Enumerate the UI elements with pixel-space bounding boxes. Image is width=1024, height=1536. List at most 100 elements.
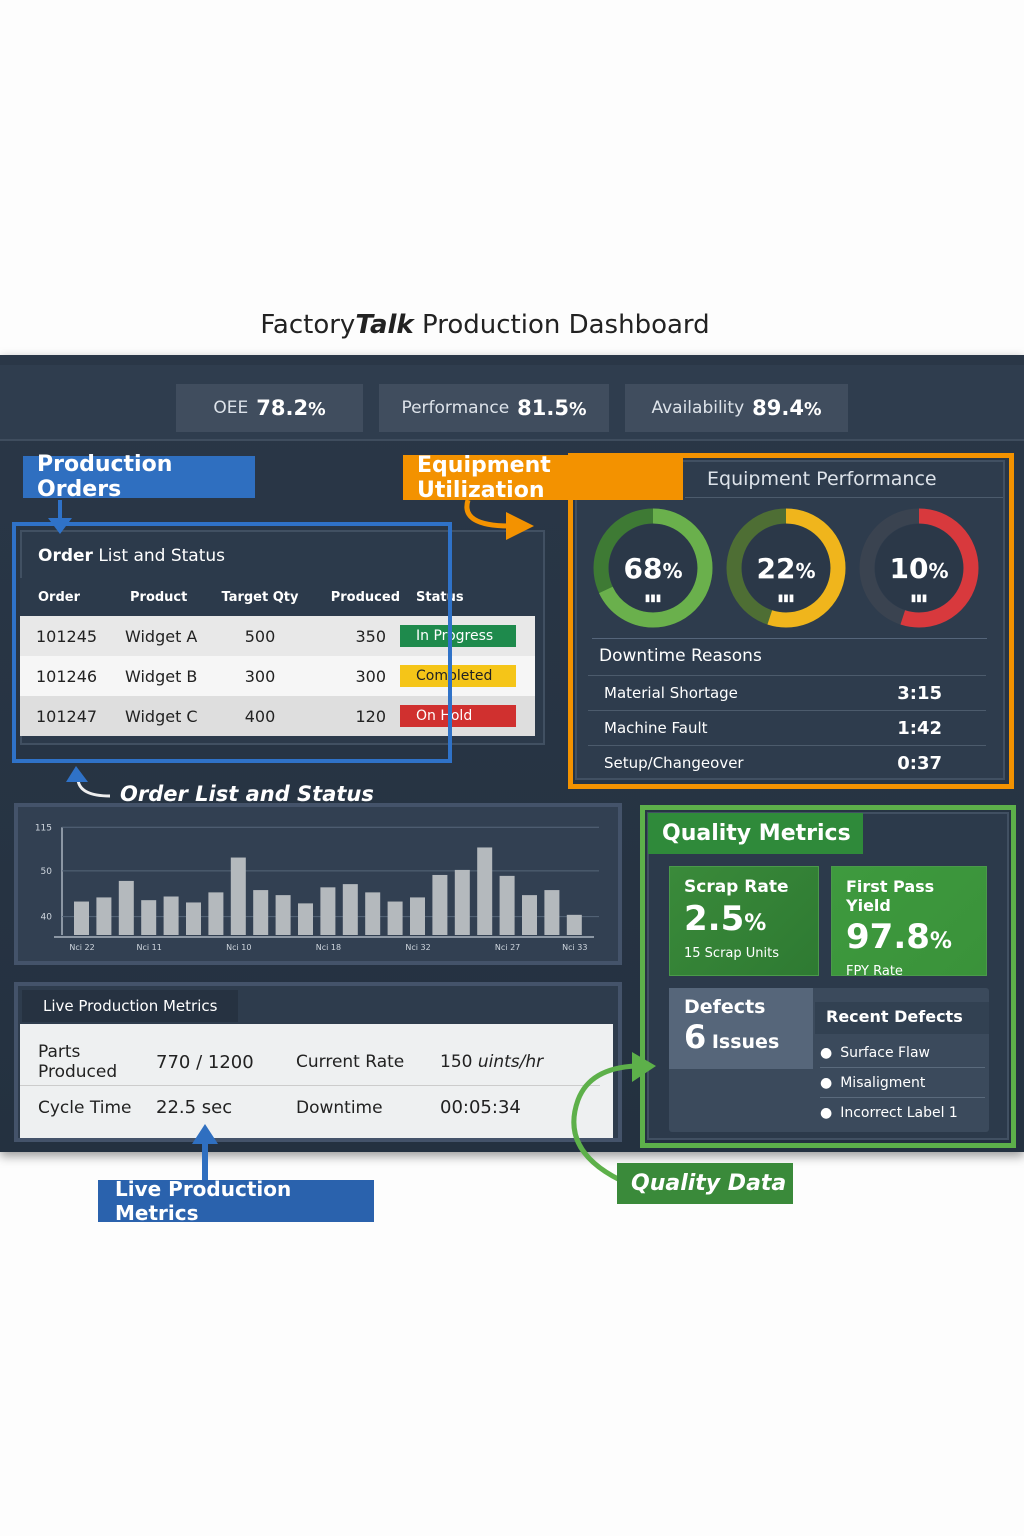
product: Widget B <box>125 666 198 686</box>
downtime-title: Downtime Reasons <box>599 646 762 666</box>
x-tick-label: Nci 10 <box>226 943 251 952</box>
bar <box>320 887 336 935</box>
metrics-row: Parts Produced 770 / 1200 Current Rate 150 … <box>20 1040 600 1085</box>
gauge-arc <box>726 508 846 628</box>
gauge-sub: ▮▮▮ <box>778 593 795 604</box>
gauges: 68%▮▮▮22%▮▮▮10%▮▮▮ <box>593 508 979 628</box>
bar <box>499 875 515 935</box>
col-order[interactable]: Order <box>38 589 80 605</box>
live-arrow <box>192 1124 218 1180</box>
bar <box>544 890 560 935</box>
orders-callout: Order List and Status <box>120 782 374 806</box>
chart-panel <box>14 803 622 965</box>
arrow-right-icon <box>632 1052 656 1082</box>
product: Widget C <box>125 706 198 726</box>
status-badge: On Hold <box>400 705 516 727</box>
recent-defects-list: ● Surface Flaw ● Misaligment ● Incorrect La… <box>820 1038 985 1128</box>
equipment-performance-title: Equipment Performance <box>707 468 937 490</box>
bar <box>74 901 89 935</box>
bar <box>163 896 179 935</box>
quality-highlight <box>640 805 1016 1148</box>
bar <box>275 895 291 935</box>
col-produced[interactable]: Produced <box>330 589 400 605</box>
produced: 350 <box>355 626 386 646</box>
bar <box>522 895 537 935</box>
bar <box>186 902 201 935</box>
bar <box>365 892 381 935</box>
bar <box>410 897 425 935</box>
target-qty: 300 <box>244 666 276 686</box>
produced: 300 <box>355 666 386 686</box>
col-product[interactable]: Product <box>130 589 188 605</box>
order-id: 101245 <box>36 626 98 646</box>
x-tick-label: Nci 18 <box>316 943 341 952</box>
bar <box>208 892 224 935</box>
metrics-row: Cycle Time 22.5 sec Downtime 00:05:34 <box>38 1097 521 1119</box>
bar <box>141 900 157 935</box>
x-tick-label: Nci 32 <box>405 943 430 952</box>
gauge-sub: ▮▮▮ <box>911 593 928 604</box>
bar <box>387 901 403 935</box>
production-orders-tag: Production Orders <box>23 452 255 502</box>
col-target[interactable]: Target Qty <box>221 589 299 605</box>
quality-metrics-tag: Quality Metrics <box>648 813 863 854</box>
downtime-list: Material Shortage 3:15 Machine Fault 1:42 … <box>588 675 986 780</box>
defects-count: Defects 6 Issues <box>669 988 813 1069</box>
recent-defects-title: Recent Defects <box>815 1002 989 1034</box>
x-tick-label: Nci 27 <box>495 943 520 952</box>
x-tick-label: Nci 33 <box>562 943 587 952</box>
kpi-availability: Availability 89.4% <box>625 384 848 432</box>
page-title: FactoryTalk Production Dashboard <box>260 310 710 340</box>
x-tick-label: Nci 22 <box>69 943 94 952</box>
arrow-up-icon <box>66 766 88 782</box>
kpi-performance: Performance 81.5% <box>379 384 609 432</box>
x-tick-label: Nci 11 <box>137 943 162 952</box>
product: Widget A <box>125 626 198 646</box>
bar <box>477 847 493 935</box>
bar <box>118 880 134 935</box>
kpi-oee: OEE 78.2% <box>176 384 363 432</box>
equipment-utilization-tag: Equipment Utilization <box>403 453 683 503</box>
downtime-row: Machine Fault 1:42 <box>588 710 986 745</box>
downtime-row: Material Shortage 3:15 <box>588 675 986 710</box>
live-metrics-title: Live Production Metrics <box>22 990 238 1022</box>
status-badge: In Progress <box>400 625 516 647</box>
bar <box>454 869 470 935</box>
quality-data-tag: Quality Data <box>617 1163 793 1204</box>
bar <box>230 857 246 935</box>
defect-item: ● Incorrect Label 1 <box>820 1105 958 1121</box>
defect-item: ● Misaligment <box>820 1068 985 1098</box>
gauge-sub: ▮▮▮ <box>645 593 662 604</box>
bar <box>566 914 582 935</box>
y-tick-label: 40 <box>41 913 53 923</box>
defect-item: ● Surface Flaw <box>820 1038 985 1068</box>
gauge-value: 68% <box>623 552 682 585</box>
gauge-arc <box>859 508 979 628</box>
bar <box>298 903 313 935</box>
live-metrics-tag: Live Production Metrics <box>98 1177 374 1225</box>
bar <box>432 874 448 935</box>
scrap-rate-tile: Scrap Rate 2.5% 15 Scrap Units <box>669 866 819 976</box>
equipment-highlight <box>568 453 1014 789</box>
order-id: 101246 <box>36 666 98 686</box>
bar <box>253 890 269 935</box>
downtime-row: Setup/Changeover 0:37 <box>588 745 986 780</box>
produced: 120 <box>355 706 386 726</box>
annotation-arrows <box>48 499 534 798</box>
arrow-up-icon <box>192 1124 218 1144</box>
bar <box>342 884 358 935</box>
arrow-right-icon <box>506 512 534 540</box>
arrow-down-icon <box>48 518 72 534</box>
y-tick-label: 50 <box>41 867 53 877</box>
status-badge: Completed <box>400 665 516 687</box>
bar <box>96 897 112 935</box>
gauge-arc <box>593 508 713 628</box>
bar-chart: 115 50 40 Nci 22 Nci 11 Nci 10 Nci 18 Nci 32 Nci… <box>35 823 599 952</box>
orders-highlight <box>12 522 452 763</box>
target-qty: 500 <box>244 626 276 646</box>
fpy-tile: First Pass Yield 97.8% FPY Rate <box>831 866 987 979</box>
live-metrics-table: Parts Produced 770 / 1200 Current Rate 150 … <box>20 1024 613 1138</box>
order-id: 101247 <box>36 706 98 726</box>
target-qty: 400 <box>244 706 276 726</box>
quality-arrow <box>571 1052 656 1183</box>
